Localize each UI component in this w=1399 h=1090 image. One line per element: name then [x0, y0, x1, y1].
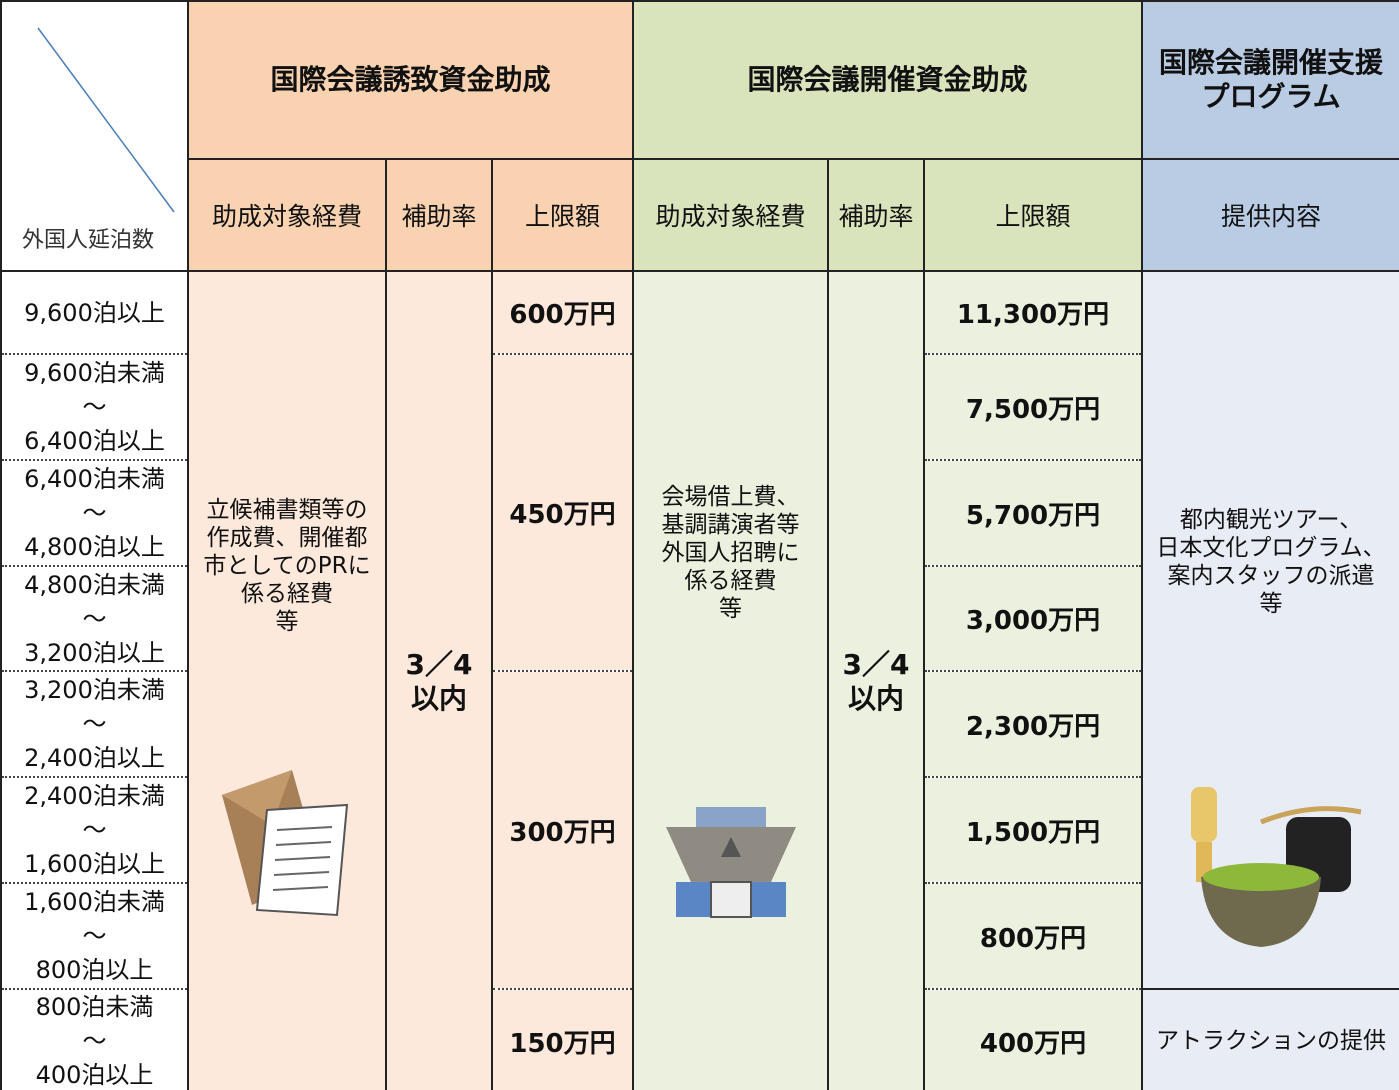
corner-cell: 外国人延泊数 — [0, 0, 189, 272]
limit: 150万円 — [490, 988, 635, 1090]
subheader: 補助率 — [385, 158, 493, 272]
expense-cell: 会場借上費、 基調講演者等 外国人招聘に 係る経費 等 — [632, 270, 830, 1090]
limit: 600万円 — [490, 270, 635, 355]
row-label: 1,600泊未満 ～ 800泊以上 — [0, 882, 189, 990]
row-label: 2,400泊未満 ～ 1,600泊以上 — [0, 776, 189, 884]
subheader: 補助率 — [827, 158, 926, 272]
rate: 3／4 以内 — [385, 270, 493, 1090]
expense-cell: 立候補書類等の 作成費、開催都 市としてのPRに 係る経費 等 — [187, 270, 387, 1090]
corner-label: 外国人延泊数 — [22, 228, 155, 253]
tea-icon — [1191, 787, 1362, 947]
row-label: 9,600泊未満 ～ 6,400泊以上 — [0, 353, 189, 461]
limit: 3,000万円 — [923, 565, 1144, 672]
support-cell: 都内観光ツアー、 日本文化プログラム、 案内スタッフの派遣 等 — [1141, 270, 1399, 990]
row-label: 4,800泊未満 ～ 3,200泊以上 — [0, 565, 189, 672]
building-icon — [665, 807, 796, 918]
limit: 400万円 — [923, 988, 1144, 1090]
rate: 3／4 以内 — [827, 270, 926, 1090]
row-label: 9,600泊以上 — [0, 270, 189, 355]
subheader: 提供内容 — [1141, 158, 1399, 272]
support-text: アトラクションの提供 — [1141, 988, 1399, 1090]
support-text: 都内観光ツアー、 日本文化プログラム、 案内スタッフの派遣 等 — [1156, 507, 1386, 617]
group-title: 国際会議開催資金助成 — [632, 0, 1144, 160]
limit: 800万円 — [923, 882, 1144, 990]
expense-text: 会場借上費、 基調講演者等 外国人招聘に 係る経費 等 — [661, 484, 800, 622]
row-label: 6,400泊未満 ～ 4,800泊以上 — [0, 459, 189, 567]
limit: 1,500万円 — [923, 776, 1144, 884]
row-label: 800泊未満 ～ 400泊以上 — [0, 988, 189, 1090]
expense-text: 立候補書類等の 作成費、開催都 市としてのPRに 係る経費 等 — [203, 497, 371, 635]
subheader: 上限額 — [490, 158, 635, 272]
subheader: 助成対象経費 — [187, 158, 387, 272]
limit: 300万円 — [490, 670, 635, 990]
limit: 5,700万円 — [923, 459, 1144, 567]
limit: 11,300万円 — [923, 270, 1144, 355]
group-title: 国際会議誘致資金助成 — [186, 0, 635, 160]
document-icon — [222, 770, 349, 917]
subheader: 助成対象経費 — [632, 158, 830, 272]
diagonal — [37, 27, 175, 213]
row-label: 3,200泊未満 ～ 2,400泊以上 — [0, 670, 189, 778]
limit: 2,300万円 — [923, 670, 1144, 778]
subheader: 上限額 — [923, 158, 1144, 272]
group-title: 国際会議開催支援 プログラム — [1141, 0, 1399, 160]
limit: 7,500万円 — [923, 353, 1144, 461]
limit: 450万円 — [490, 353, 635, 672]
